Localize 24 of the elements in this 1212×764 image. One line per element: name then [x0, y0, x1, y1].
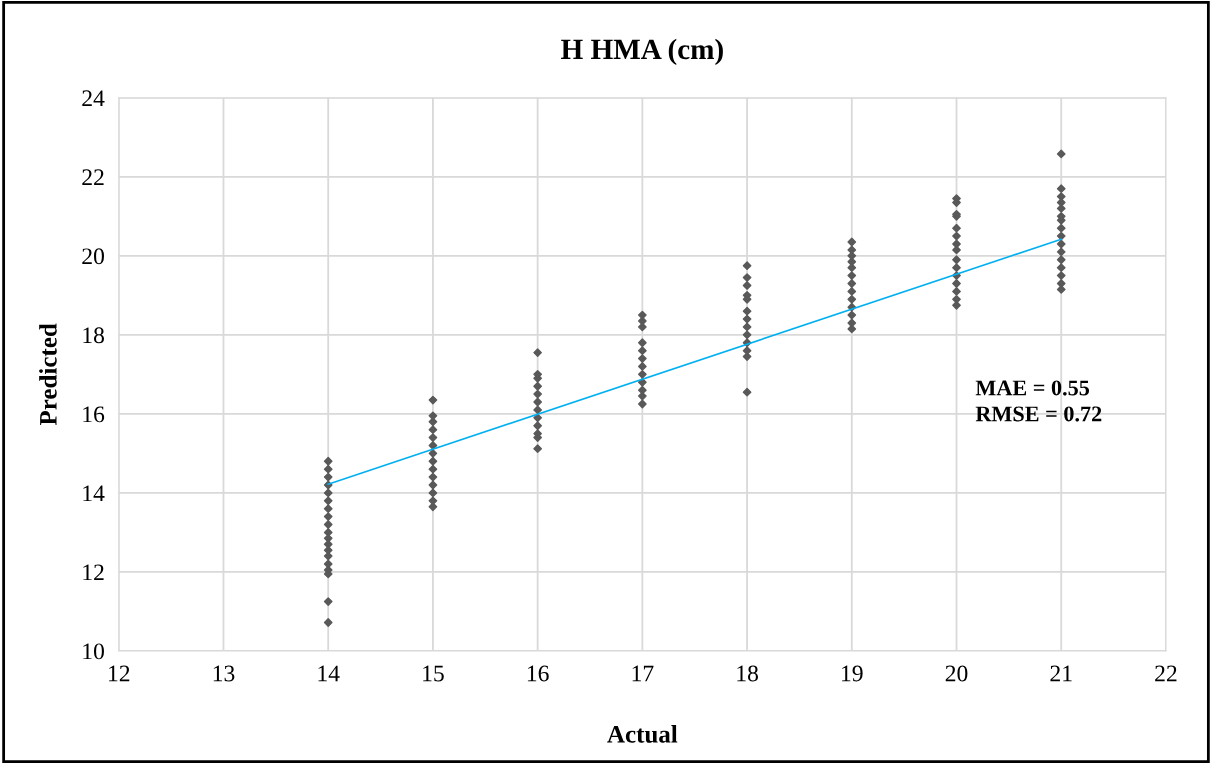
y-tick-label: 24 [82, 90, 105, 106]
x-tick-label: 12 [109, 665, 130, 682]
y-tick-label: 22 [82, 169, 104, 185]
x-tick-label: 15 [423, 665, 444, 682]
y-tick-label: 14 [83, 485, 105, 502]
x-tick-label: 18 [737, 665, 758, 682]
x-tick-label: 21 [1050, 665, 1072, 682]
x-tick-label: 22 [1155, 665, 1177, 682]
x-tick-label: 17 [632, 665, 654, 682]
annotation: MAE = 0.55 [975, 380, 1090, 396]
chart-title: H HMA (cm) [561, 38, 723, 66]
y-tick-label: 18 [83, 327, 104, 344]
y-axis-title: Predicted [39, 323, 57, 426]
x-tick-label: 14 [318, 665, 340, 682]
x-tick-label: 20 [945, 665, 968, 682]
y-tick-label: 16 [83, 406, 105, 423]
x-axis-title: Actual [607, 725, 678, 743]
y-tick-label: 20 [82, 248, 104, 265]
annotation: RMSE = 0.72 [975, 406, 1102, 422]
x-tick-label: 16 [527, 665, 549, 682]
y-tick-label: 12 [83, 564, 104, 581]
x-tick-label: 19 [842, 665, 863, 682]
y-tick-label: 10 [83, 643, 104, 660]
x-tick-label: 13 [213, 665, 235, 682]
